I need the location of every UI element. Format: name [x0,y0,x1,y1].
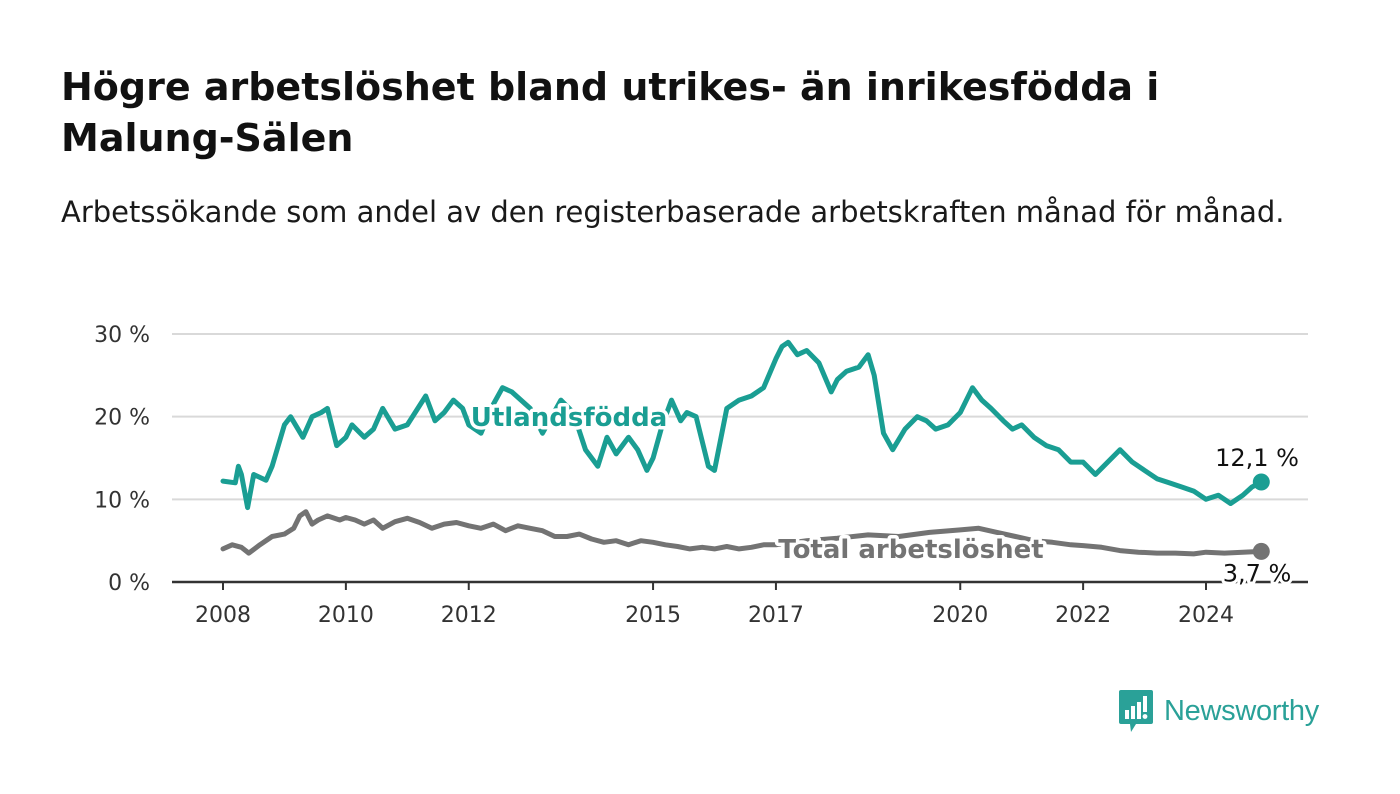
series-line-1 [220,509,1264,557]
series-line-0 [220,339,1264,511]
series-label-total: Total arbetslöshet [778,535,1043,565]
x-tick-label: 2012 [441,603,497,628]
end-label-total: 3,7 % [1223,559,1292,587]
y-tick-label: 20 % [94,406,150,431]
x-tick-label: 2008 [195,603,251,628]
x-tick-label: 2017 [748,603,804,628]
x-tick-label: 2010 [318,603,374,628]
x-tick-label: 2024 [1178,603,1234,628]
y-tick-label: 10 % [94,488,150,513]
x-tick-label: 2022 [1055,603,1111,628]
x-tick-label: 2015 [625,603,681,628]
x-axis: 2008 2010 2012 2015 2017 2020 2022 2024 [172,580,1308,628]
end-label-utlandsfodda: 12,1 % [1215,444,1299,472]
series-end-point [1252,473,1270,491]
series-end-point [1252,542,1270,560]
chart-subtitle: Arbetssökande som andel av den registerb… [61,195,1285,229]
y-axis: 0 % 10 % 20 % 30 % [94,323,150,596]
brand-name: Newsworthy [1164,694,1319,727]
series-lines [220,339,1270,560]
chart-title: Högre arbetslöshet bland utrikes- än inr… [61,65,1160,160]
newsworthy-logo[interactable]: Newsworthy [1118,688,1319,734]
y-tick-label: 30 % [94,323,150,348]
newsworthy-logo-icon [1119,690,1153,732]
grid-lines [172,333,1308,501]
series-label-utlandsfodda: Utlandsfödda [471,403,668,433]
x-tick-label: 2020 [932,603,988,628]
y-tick-label: 0 % [108,571,150,596]
series-labels: Utlandsfödda Total arbetslöshet 12,1 % 3,7 … [467,400,1302,591]
